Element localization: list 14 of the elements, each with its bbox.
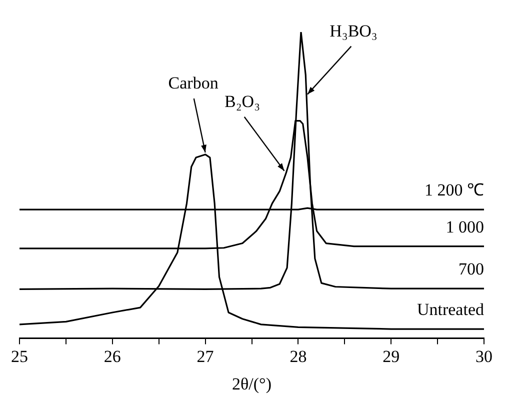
- x-tick-label: 27: [196, 346, 214, 366]
- annotation: B₂O₃: [224, 92, 260, 111]
- series-label: Untreated: [416, 300, 484, 319]
- series-label: 1 000: [446, 217, 484, 236]
- x-tick-label: 25: [11, 346, 28, 366]
- series-label: 1 200 ℃: [424, 180, 484, 200]
- annotation: Carbon: [168, 73, 219, 92]
- x-tick-label: 28: [290, 346, 307, 366]
- x-tick-label: 29: [382, 346, 400, 366]
- x-axis-title: 2θ/(°): [232, 374, 272, 394]
- series-label: 700: [458, 260, 484, 279]
- annotation: H₃BO₃: [330, 21, 378, 40]
- x-tick-label: 30: [476, 346, 492, 366]
- x-tick-label: 26: [104, 346, 121, 366]
